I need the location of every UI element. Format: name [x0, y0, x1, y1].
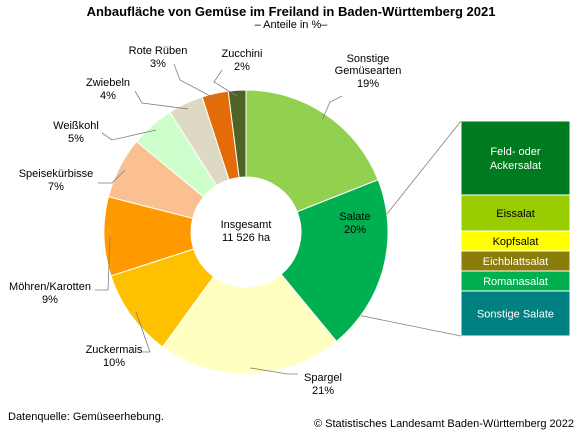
value-zucchini: 2%	[234, 61, 250, 73]
chart-subtitle: – Anteile in %–	[254, 19, 328, 31]
value-weißkohl: 5%	[68, 133, 84, 145]
value-zuckermais: 10%	[103, 357, 125, 369]
value-spargel: 21%	[312, 385, 334, 397]
breakdown-label-eissalat: Eissalat	[496, 208, 535, 220]
leader-line-zucchini	[213, 69, 238, 97]
label-sonstige-gemüsearten: Sonstige Gemüsearten 19%	[335, 53, 402, 90]
value-zwiebeln: 4%	[100, 90, 116, 102]
value-speisekürbisse: 7%	[48, 181, 64, 193]
leader-line-weißkohl	[101, 129, 157, 141]
value-rote-rüben: 3%	[150, 58, 166, 70]
breakdown-label-kopfsalat: Kopfsalat	[493, 236, 539, 248]
breakdown-eissalat	[460, 194, 571, 232]
connector-bottom	[360, 315, 462, 337]
label-zuckermais: Zuckermais 10%	[86, 344, 143, 369]
label-weißkohl: Weißkohl 5%	[53, 120, 99, 145]
slice-spargel	[161, 273, 338, 375]
label-möhren-karotten: Möhren/Karotten 9%	[9, 281, 91, 306]
leader-line-zwiebeln	[134, 90, 189, 110]
label-zucchini: Zucchini 2%	[222, 48, 263, 73]
breakdown-label-feld-oder-ackersalat: Feld- oder Ackersalat	[490, 146, 541, 172]
breakdown-label-romanasalat: Romanasalat	[483, 276, 548, 288]
chart-title: Anbaufläche von Gemüse im Freiland in Ba…	[86, 4, 496, 19]
leader-line-möhren-karotten	[95, 236, 111, 291]
data-source: Datenquelle: Gemüseerhebung.	[8, 411, 164, 423]
breakdown-label-sonstige-salate: Sonstige Salate	[477, 309, 554, 321]
leader-line-rote-rüben	[173, 63, 217, 100]
breakdown-sonstige-salate	[460, 290, 571, 337]
label-speisekürbisse: Speisekürbisse 7%	[19, 168, 94, 193]
label-zwiebeln: Zwiebeln 4%	[86, 77, 130, 102]
value-sonstige-gemüsearten: 19%	[357, 78, 379, 90]
value-salate: 20%	[344, 224, 366, 236]
label-rote-rüben: Rote Rüben 3%	[129, 45, 188, 70]
slice-sonstige-gemüsearten	[245, 89, 379, 213]
leader-line-speisekürbisse	[98, 169, 126, 184]
leader-line-zuckermais	[135, 311, 151, 353]
label-salate: Salate 20%	[339, 211, 370, 236]
leader-line-spargel	[250, 367, 298, 375]
breakdown-label-eichblattsalat: Eichblattsalat	[483, 256, 548, 268]
slice-salate	[280, 179, 389, 343]
breakdown-feld-oder-ackersalat	[460, 120, 571, 196]
center-label: Insgesamt 11 526 ha	[221, 219, 272, 244]
slice-zucchini	[227, 89, 247, 178]
connector-top	[386, 120, 462, 215]
label-spargel: Spargel 21%	[304, 372, 342, 397]
leader-line-sonstige-gemüsearten	[322, 95, 343, 120]
copyright: © Statistisches Landesamt Baden-Württemb…	[313, 418, 574, 430]
value-möhren-karotten: 9%	[42, 294, 58, 306]
